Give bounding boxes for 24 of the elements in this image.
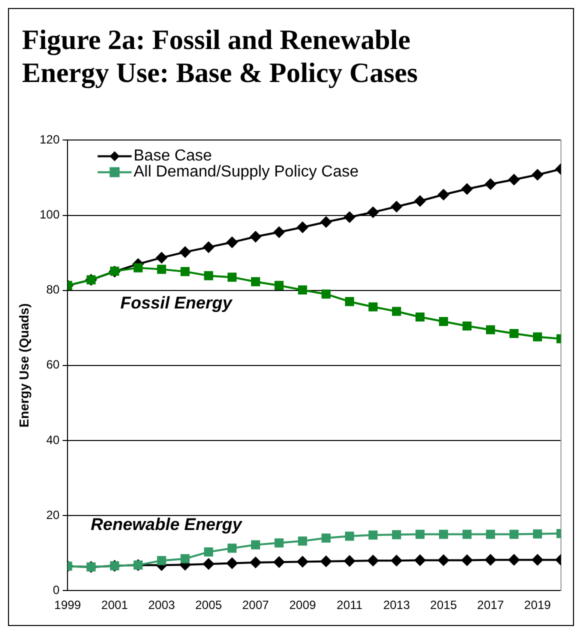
x-tick-label: 2017 bbox=[477, 598, 504, 612]
annotation: Renewable Energy bbox=[90, 514, 244, 534]
legend-label: Base Case bbox=[134, 148, 212, 165]
y-tick-label: 60 bbox=[46, 358, 60, 372]
y-tick-label: 120 bbox=[40, 132, 60, 147]
x-tick-label: 2007 bbox=[242, 598, 270, 612]
x-tick-label: 2001 bbox=[101, 598, 128, 612]
x-tick-label: 2005 bbox=[195, 598, 222, 612]
annotation: Fossil Energy bbox=[120, 293, 234, 312]
y-tick-label: 40 bbox=[46, 432, 60, 447]
x-tick-label: 2011 bbox=[336, 598, 363, 612]
y-tick-label: 0 bbox=[52, 582, 60, 597]
x-tick-label: 2015 bbox=[430, 598, 458, 612]
x-tick-label: 2019 bbox=[524, 598, 552, 612]
x-tick-label: 2009 bbox=[289, 598, 316, 612]
chart-title: Figure 2a: Fossil and Renewable Energy Use: Base & Policy Cases bbox=[22, 24, 419, 90]
x-tick-label: 2013 bbox=[383, 598, 410, 612]
legend-label: All Demand/Supply Policy Case bbox=[134, 164, 359, 181]
y-tick-label: 100 bbox=[40, 208, 60, 222]
x-tick-label: 1999 bbox=[54, 598, 82, 612]
y-tick-label: 80 bbox=[46, 282, 60, 297]
x-tick-label: 2003 bbox=[148, 598, 176, 612]
y-tick-label: 20 bbox=[46, 508, 60, 522]
y-axis-title: Energy Use (Quads) bbox=[16, 303, 32, 428]
